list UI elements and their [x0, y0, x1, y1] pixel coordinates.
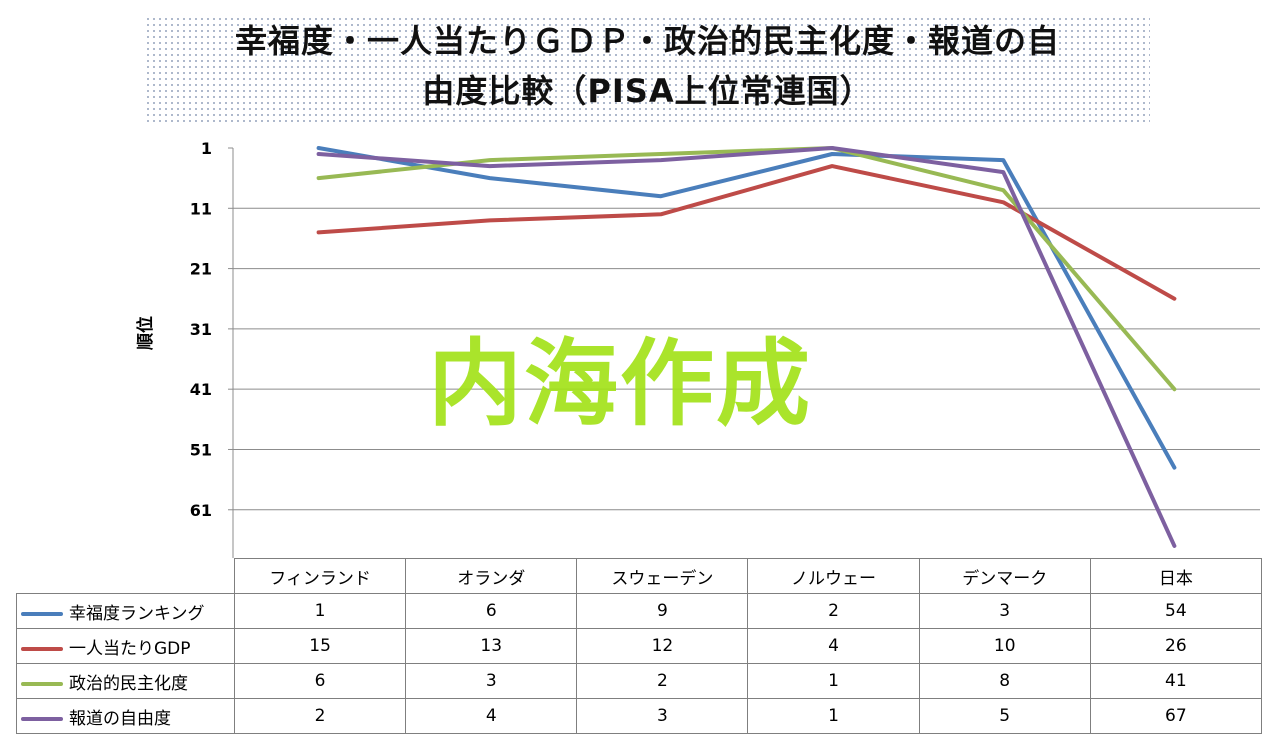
legend-entry: 幸福度ランキング	[16, 593, 235, 629]
gridlines	[228, 147, 1260, 558]
y-tick-label: 11	[190, 199, 212, 218]
legend-entry: 報道の自由度	[16, 698, 235, 734]
series-name: 幸福度ランキング	[69, 603, 205, 624]
category-label: オランダ	[405, 558, 578, 594]
y-tick-label: 41	[190, 380, 212, 399]
table-row: 報道の自由度 2 4 3 1 5 67	[16, 698, 1262, 734]
data-label: 2	[576, 663, 749, 699]
chart-title-line-1: 幸福度・一人当たりＧＤＰ・政治的民主化度・報道の自	[234, 22, 1060, 60]
data-label: 3	[918, 593, 1091, 629]
legend-swatch	[21, 646, 63, 651]
table-row: 一人当たりGDP 15 13 12 4 10 26	[16, 628, 1262, 664]
data-label: 1	[747, 698, 920, 734]
data-label: 10	[918, 628, 1091, 664]
data-label: 8	[918, 663, 1091, 699]
category-label: 日本	[1089, 558, 1262, 594]
table-row: 政治的民主化度 6 3 2 1 8 41	[16, 663, 1262, 699]
y-tick-label: 1	[201, 139, 212, 158]
y-tick-label: 61	[190, 501, 212, 520]
data-label: 4	[405, 698, 578, 734]
category-label: ノルウェー	[747, 558, 920, 594]
data-label: 3	[576, 698, 749, 734]
data-table: フィンランド オランダ スウェーデン ノルウェー デンマーク 日本 幸福度ランキング 1 6 9 2…	[16, 558, 1262, 734]
category-label: スウェーデン	[576, 558, 749, 594]
data-label: 5	[918, 698, 1091, 734]
y-axis-label: 順位	[135, 316, 156, 350]
series-name: 一人当たりGDP	[69, 638, 191, 659]
chart-title: 幸福度・一人当たりＧＤＰ・政治的民主化度・報道の自 由度比較（PISA上位常連国…	[145, 16, 1150, 122]
data-label: 13	[405, 628, 578, 664]
data-label: 2	[747, 593, 920, 629]
data-label: 4	[747, 628, 920, 664]
y-tick-label: 31	[190, 320, 212, 339]
data-label: 3	[405, 663, 578, 699]
data-label: 1	[233, 593, 407, 629]
series-name: 報道の自由度	[69, 708, 171, 729]
legend-entry: 一人当たりGDP	[16, 628, 235, 664]
series-line	[316, 164, 1177, 301]
data-label: 1	[747, 663, 920, 699]
data-label: 67	[1089, 698, 1262, 734]
legend-swatch	[21, 716, 63, 721]
table-row: 幸福度ランキング 1 6 9 2 3 54	[16, 593, 1262, 629]
y-tick-label: 51	[190, 440, 212, 459]
series-lines	[316, 146, 1177, 548]
chart-title-line-2: 由度比較（PISA上位常連国）	[422, 72, 873, 110]
data-label: 9	[576, 593, 749, 629]
category-label: フィンランド	[233, 558, 407, 594]
data-label: 2	[233, 698, 407, 734]
table-header-row: フィンランド オランダ スウェーデン ノルウェー デンマーク 日本	[16, 558, 1262, 594]
data-label: 54	[1089, 593, 1262, 629]
y-tick-label: 21	[190, 260, 212, 279]
series-line	[316, 146, 1177, 548]
data-label: 6	[405, 593, 578, 629]
data-label: 41	[1089, 663, 1262, 699]
legend-swatch	[21, 681, 63, 686]
data-label: 26	[1089, 628, 1262, 664]
table-corner	[16, 558, 235, 594]
legend-entry: 政治的民主化度	[16, 663, 235, 699]
data-label: 15	[233, 628, 407, 664]
series-name: 政治的民主化度	[69, 673, 188, 694]
series-line	[316, 146, 1177, 470]
data-label: 12	[576, 628, 749, 664]
legend-swatch	[21, 611, 63, 616]
category-label: デンマーク	[918, 558, 1091, 594]
data-label: 6	[233, 663, 407, 699]
